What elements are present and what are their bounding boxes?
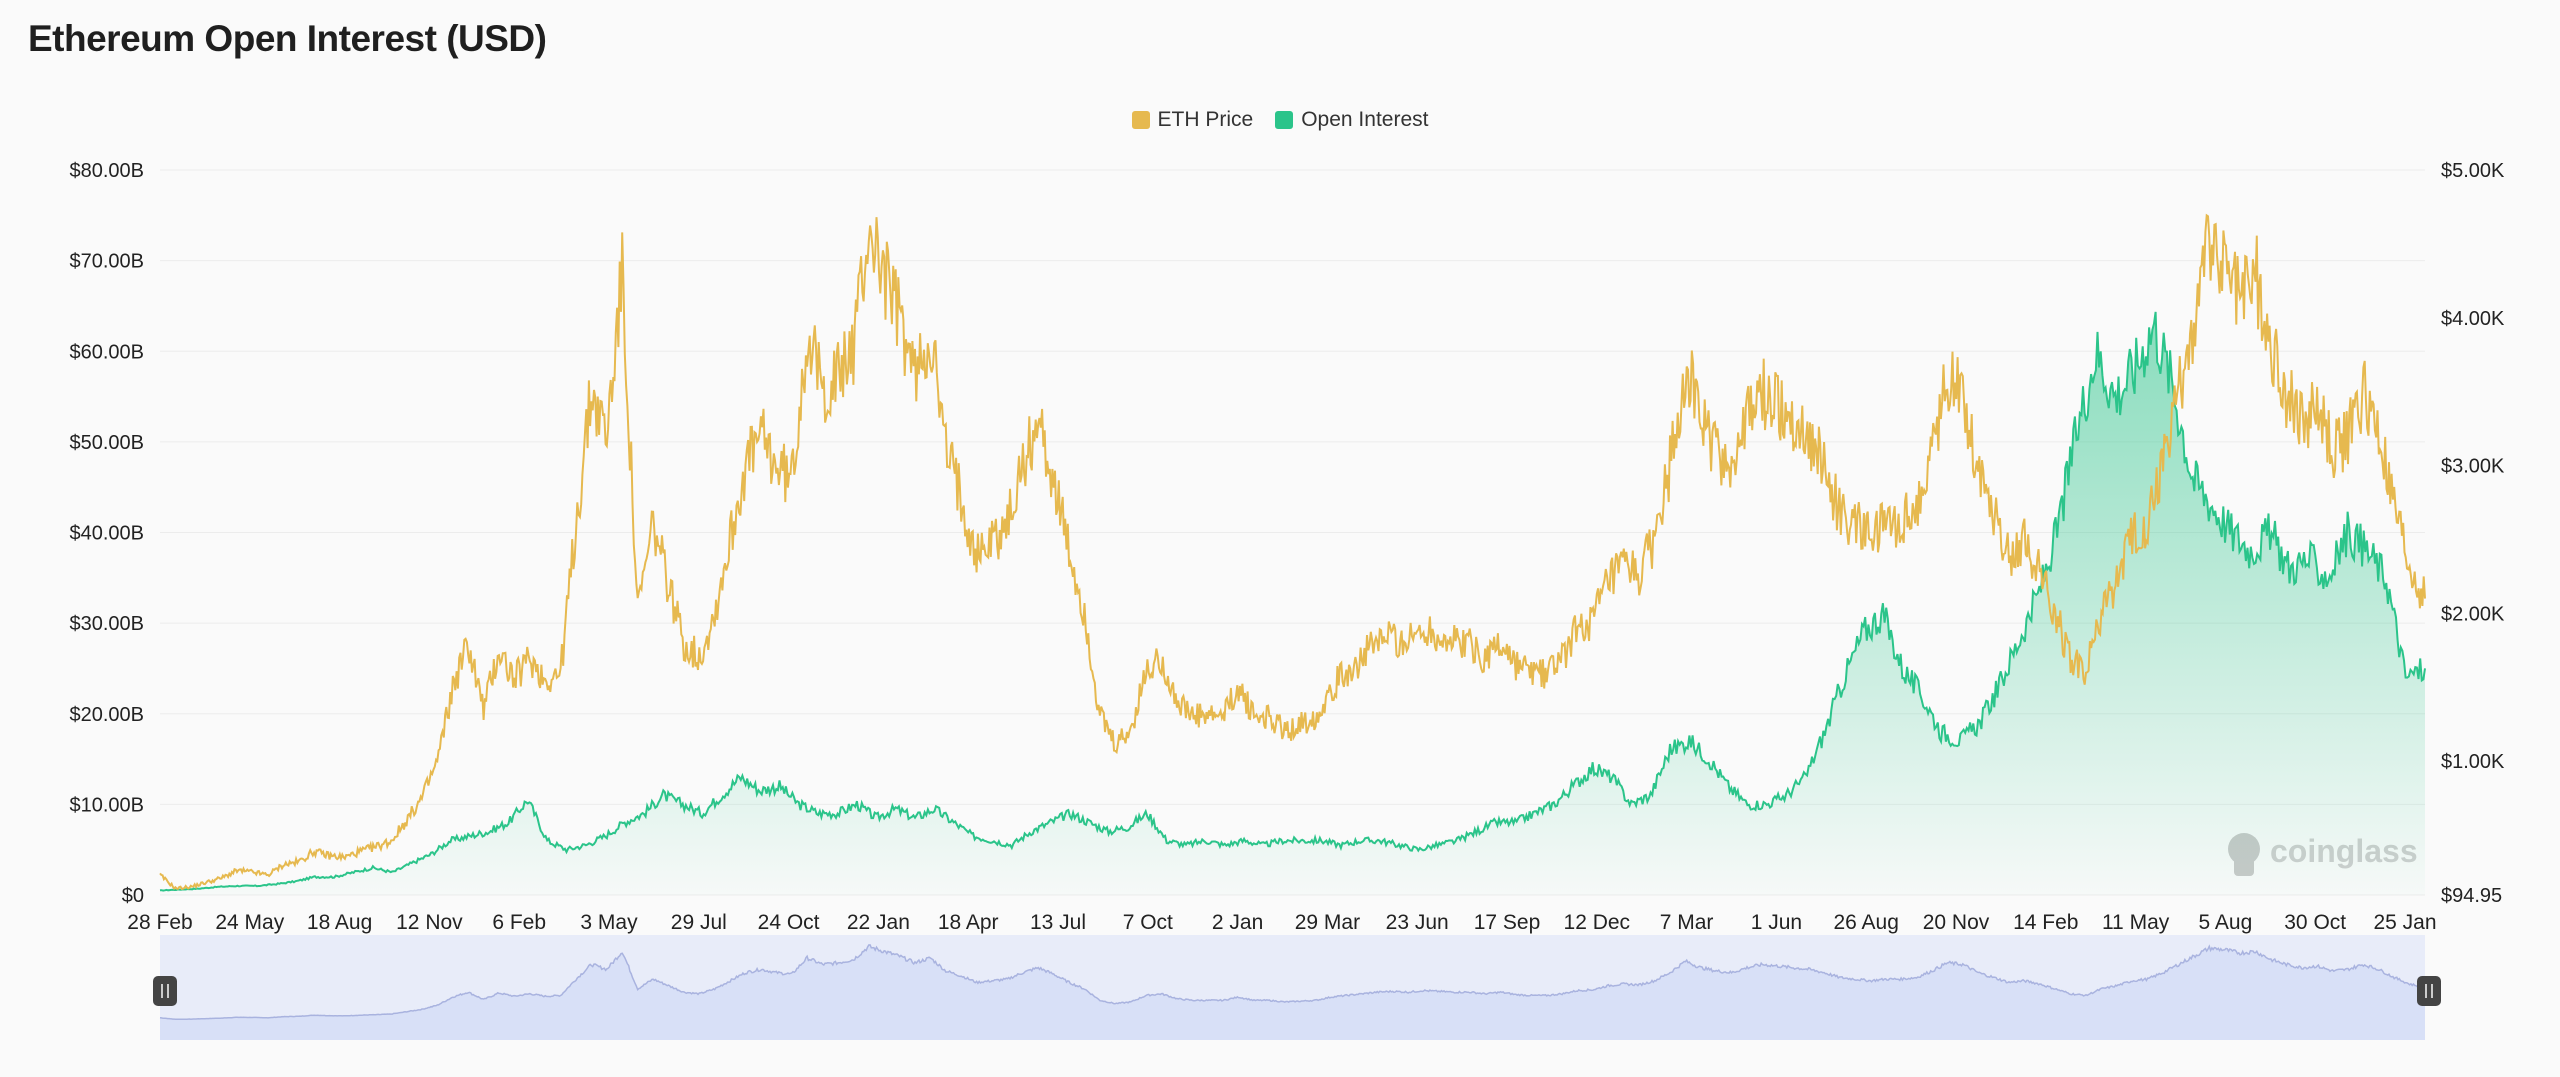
x-tick-label: 25 Jan bbox=[2373, 911, 2436, 934]
eth-price-line bbox=[159, 213, 2426, 891]
left-tick-label: $10.00B bbox=[69, 794, 144, 816]
legend-item-open-interest[interactable]: Open Interest bbox=[1275, 108, 1428, 132]
left-axis: $0 $10.00B $20.00B $30.00B $40.00B $50.00B $60… bbox=[69, 160, 144, 907]
left-tick-label: $50.00B bbox=[69, 432, 144, 454]
x-tick-label: 14 Feb bbox=[2013, 911, 2078, 934]
legend-swatch-open-interest bbox=[1275, 111, 1294, 129]
x-tick-label: 29 Mar bbox=[1295, 911, 1360, 934]
x-tick-label: 17 Sep bbox=[1474, 911, 1541, 934]
navigator-right-handle-body bbox=[2417, 976, 2441, 1006]
x-axis: 28 Feb 24 May 18 Aug 12 Nov 6 Feb 3 May 29 Jul… bbox=[127, 911, 2436, 934]
open-interest-line bbox=[159, 311, 2426, 892]
right-tick-label: $3.00K bbox=[2441, 456, 2505, 478]
page-title: Ethereum Open Interest (USD) bbox=[28, 18, 547, 59]
x-tick-label: 22 Jan bbox=[847, 911, 910, 934]
x-tick-label: 28 Feb bbox=[127, 911, 192, 934]
left-tick-label: $30.00B bbox=[69, 613, 144, 635]
x-tick-label: 12 Nov bbox=[396, 911, 463, 934]
x-tick-label: 6 Feb bbox=[492, 911, 546, 934]
x-tick-label: 11 May bbox=[2102, 911, 2170, 934]
right-tick-label: $2.00K bbox=[2441, 603, 2505, 625]
navigator-right-handle[interactable] bbox=[2417, 976, 2441, 1006]
x-tick-label: 1 Jun bbox=[1751, 911, 1802, 934]
navigator-left-handle[interactable] bbox=[153, 976, 177, 1006]
open-interest-area bbox=[160, 311, 2425, 895]
legend-swatch-eth-price bbox=[1131, 111, 1150, 129]
left-tick-label: $20.00B bbox=[69, 704, 144, 726]
x-tick-label: 13 Jul bbox=[1030, 911, 1086, 934]
left-tick-label: $80.00B bbox=[69, 160, 144, 182]
navigator[interactable] bbox=[153, 935, 2441, 1040]
legend-label-eth-price: ETH Price bbox=[1157, 108, 1254, 131]
navigator-area bbox=[160, 944, 2425, 1040]
left-tick-label: $0 bbox=[122, 885, 144, 907]
x-tick-label: 18 Aug bbox=[307, 911, 372, 934]
x-tick-label: 2 Jan bbox=[1212, 911, 1263, 934]
right-tick-label: $4.00K bbox=[2441, 308, 2505, 330]
x-tick-label: 29 Jul bbox=[671, 911, 727, 934]
right-tick-label: $94.95 bbox=[2441, 885, 2502, 907]
x-tick-label: 3 May bbox=[580, 911, 638, 934]
legend-item-eth-price[interactable]: ETH Price bbox=[1131, 108, 1254, 132]
x-tick-label: 30 Oct bbox=[2284, 911, 2346, 934]
navigator-line bbox=[159, 944, 2426, 1021]
chart-legend: ETH Price Open Interest bbox=[0, 108, 2560, 132]
x-tick-label: 5 Aug bbox=[2199, 911, 2253, 934]
x-tick-label: 26 Aug bbox=[1833, 911, 1898, 934]
x-tick-label: 18 Apr bbox=[938, 911, 999, 934]
x-tick-label: 20 Nov bbox=[1923, 911, 1990, 934]
x-tick-label: 23 Jun bbox=[1386, 911, 1449, 934]
legend-label-open-interest: Open Interest bbox=[1301, 108, 1429, 131]
left-tick-label: $60.00B bbox=[69, 341, 144, 363]
x-tick-label: 24 May bbox=[215, 911, 284, 934]
left-tick-label: $40.00B bbox=[69, 523, 144, 545]
x-tick-label: 7 Mar bbox=[1660, 911, 1714, 934]
left-tick-label: $70.00B bbox=[69, 251, 144, 273]
right-axis: $94.95 $1.00K $2.00K $3.00K $4.00K $5.00K bbox=[2441, 160, 2505, 907]
right-tick-label: $5.00K bbox=[2441, 160, 2505, 182]
right-tick-label: $1.00K bbox=[2441, 751, 2505, 773]
series-group bbox=[159, 213, 2426, 895]
x-tick-label: 24 Oct bbox=[758, 911, 820, 934]
navigator-left-handle-body bbox=[153, 976, 177, 1006]
x-tick-label: 7 Oct bbox=[1123, 911, 1173, 934]
x-tick-label: 12 Dec bbox=[1564, 911, 1631, 934]
